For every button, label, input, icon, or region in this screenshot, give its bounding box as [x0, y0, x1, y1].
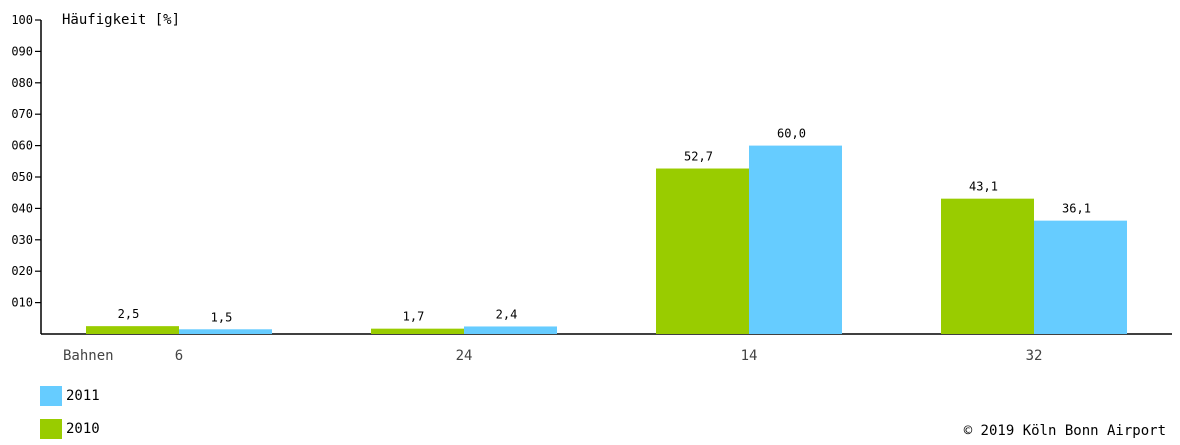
- bar-2010-24: [371, 328, 464, 334]
- legend-label-2010: 2010: [66, 421, 100, 437]
- value-label-2010-14: 52,7: [684, 150, 713, 164]
- y-tick-label: 100: [11, 13, 33, 27]
- y-tick-label: 020: [11, 264, 33, 278]
- category-label-24: 24: [456, 348, 473, 364]
- value-label-2011-6: 1,5: [211, 310, 233, 324]
- copyright-text: © 2019 Köln Bonn Airport: [963, 423, 1166, 439]
- category-label-32: 32: [1026, 348, 1043, 364]
- legend-swatch-2010: [40, 419, 62, 439]
- bar-2011-14: [749, 145, 842, 334]
- bar-2010-6: [86, 326, 179, 334]
- y-tick-label: 090: [11, 44, 33, 58]
- y-tick-label: 050: [11, 170, 33, 184]
- value-label-2010-6: 2,5: [118, 307, 140, 321]
- category-label-14: 14: [741, 348, 758, 364]
- legend-item-2011: 2011: [40, 386, 100, 406]
- category-label-6: 6: [175, 348, 183, 364]
- value-label-2011-32: 36,1: [1062, 202, 1091, 216]
- y-tick-label: 030: [11, 233, 33, 247]
- bar-2011-6: [179, 329, 272, 334]
- legend-label-2011: 2011: [66, 388, 100, 404]
- bar-2011-24: [464, 326, 557, 334]
- legend-item-2010: 2010: [40, 419, 100, 439]
- y-tick-label: 060: [11, 139, 33, 153]
- value-label-2011-24: 2,4: [496, 307, 518, 321]
- bar-2010-14: [656, 168, 749, 334]
- bar-2011-32: [1034, 220, 1127, 334]
- bar-2010-32: [941, 198, 1034, 334]
- value-label-2010-32: 43,1: [969, 180, 998, 194]
- y-tick-label: 070: [11, 107, 33, 121]
- y-tick-label: 040: [11, 201, 33, 215]
- legend-swatch-2011: [40, 386, 62, 406]
- y-axis-title: Häufigkeit [%]: [62, 12, 180, 28]
- x-axis-title: Bahnen: [63, 348, 114, 364]
- y-tick-label: 080: [11, 76, 33, 90]
- y-tick-label: 010: [11, 296, 33, 310]
- value-label-2010-24: 1,7: [403, 310, 425, 324]
- value-label-2011-14: 60,0: [777, 127, 806, 141]
